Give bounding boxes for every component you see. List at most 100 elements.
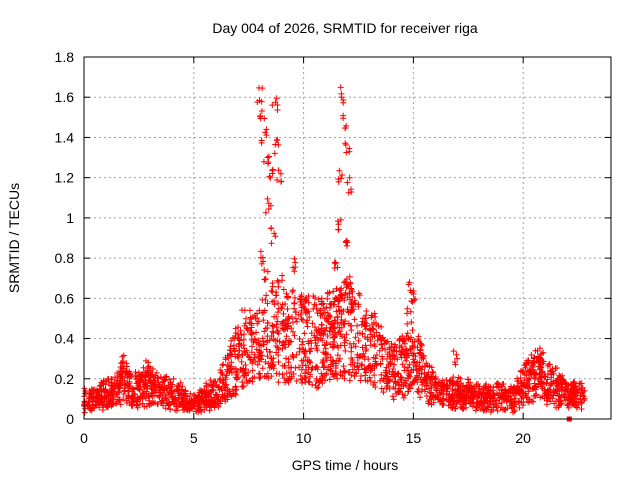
data-point	[264, 319, 271, 326]
data-point	[150, 399, 157, 406]
data-point	[417, 394, 424, 401]
data-point	[233, 371, 240, 378]
data-point	[142, 373, 149, 380]
data-point	[573, 387, 580, 394]
data-point	[141, 403, 148, 410]
data-point	[120, 391, 127, 398]
data-point	[302, 374, 309, 381]
data-point	[228, 351, 235, 358]
data-point	[105, 403, 112, 410]
data-point	[495, 400, 502, 407]
data-point	[553, 404, 560, 411]
data-point	[326, 289, 333, 296]
y-tick-label: 0	[66, 411, 74, 427]
data-point	[275, 309, 282, 316]
data-point	[378, 341, 385, 348]
data-point	[302, 362, 309, 369]
data-point	[354, 363, 361, 370]
data-point	[102, 387, 109, 394]
data-point	[556, 372, 563, 379]
data-point	[493, 383, 500, 390]
data-point	[453, 351, 460, 358]
data-point	[319, 337, 326, 344]
data-point	[469, 392, 476, 399]
data-point	[352, 369, 359, 376]
y-tick-label: 1.4	[55, 129, 75, 145]
data-point	[332, 260, 339, 267]
data-point	[346, 377, 353, 384]
data-point	[361, 315, 368, 322]
data-point	[327, 321, 334, 328]
data-point	[463, 404, 470, 411]
data-point	[221, 393, 228, 400]
data-point	[421, 376, 428, 383]
data-point	[421, 363, 428, 370]
data-point	[147, 377, 154, 384]
data-point	[349, 366, 356, 373]
data-point	[383, 379, 390, 386]
data-point	[301, 305, 308, 312]
data-point	[320, 358, 327, 365]
data-point	[329, 344, 336, 351]
data-point	[516, 404, 523, 411]
data-point	[260, 341, 267, 348]
data-point	[250, 357, 257, 364]
data-point	[235, 334, 242, 341]
data-point	[343, 237, 350, 244]
data-point	[125, 381, 132, 388]
data-point	[323, 370, 330, 377]
data-point	[264, 154, 271, 161]
data-point	[221, 387, 228, 394]
data-point	[347, 361, 354, 368]
data-point	[149, 389, 156, 396]
data-point	[200, 397, 207, 404]
data-point	[303, 319, 310, 326]
data-point	[242, 366, 249, 373]
data-point	[155, 374, 162, 381]
data-point	[461, 401, 468, 408]
data-point	[472, 407, 479, 414]
data-point	[340, 112, 347, 119]
chart-title: Day 004 of 2026, SRMTID for receiver rig…	[212, 20, 478, 36]
data-point	[404, 320, 411, 327]
data-point	[304, 323, 311, 330]
data-point	[407, 308, 414, 315]
data-point	[327, 367, 334, 374]
data-point	[569, 399, 576, 406]
data-point	[373, 329, 380, 336]
data-point	[323, 355, 330, 362]
data-point	[315, 296, 322, 303]
data-point	[308, 330, 315, 337]
x-tick-label: 20	[515, 430, 531, 446]
data-point	[265, 160, 272, 167]
data-point	[224, 352, 231, 359]
data-point	[220, 361, 227, 368]
data-point	[480, 386, 487, 393]
data-point	[391, 373, 398, 380]
data-point	[313, 363, 320, 370]
data-point	[348, 285, 355, 292]
data-point	[338, 295, 345, 302]
data-point	[475, 393, 482, 400]
data-point	[283, 290, 290, 297]
data-point	[434, 392, 441, 399]
data-point	[485, 384, 492, 391]
data-point	[258, 108, 265, 115]
data-point	[390, 366, 397, 373]
data-point	[317, 312, 324, 319]
data-point	[291, 294, 298, 301]
data-point	[503, 395, 510, 402]
data-point	[377, 377, 384, 384]
data-point	[400, 394, 407, 401]
data-point	[241, 370, 248, 377]
data-point	[253, 329, 260, 336]
data-point	[316, 329, 323, 336]
data-point	[281, 362, 288, 369]
data-point	[232, 384, 239, 391]
data-point	[459, 383, 466, 390]
data-point	[117, 384, 124, 391]
data-point	[333, 357, 340, 364]
data-point	[476, 383, 483, 390]
data-point	[545, 361, 552, 368]
data-point	[93, 392, 100, 399]
